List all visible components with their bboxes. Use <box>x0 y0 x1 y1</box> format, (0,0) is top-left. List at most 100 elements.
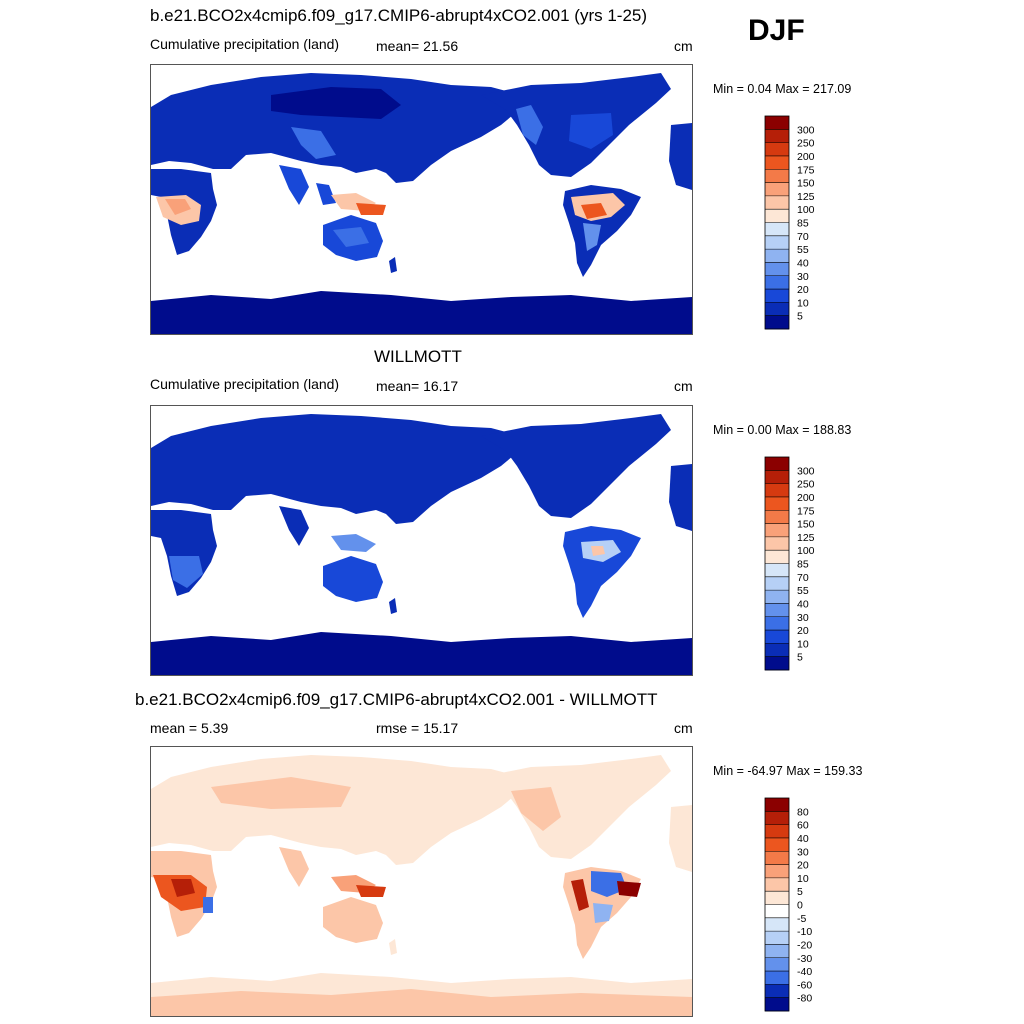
season-label: DJF <box>748 14 805 47</box>
panel-1-map <box>150 64 693 335</box>
colorbar-swatch <box>765 315 789 330</box>
colorbar-tick-label: 250 <box>797 138 815 150</box>
colorbar-tick-label: 0 <box>797 900 803 912</box>
colorbar-swatch <box>765 630 789 644</box>
colorbar-tick-label: 10 <box>797 297 809 309</box>
colorbar-swatch <box>765 222 789 237</box>
colorbar-tick-label: -20 <box>797 939 812 951</box>
colorbar-tick-label: 85 <box>797 559 809 571</box>
colorbar-swatch <box>765 496 789 511</box>
panel-1-map-svg <box>151 73 692 334</box>
panel-3-minmax: Min = -64.97 Max = 159.33 <box>713 764 863 778</box>
colorbar-swatch <box>765 289 789 303</box>
colorbar-swatch <box>765 877 789 892</box>
colorbar-swatch <box>765 824 789 839</box>
colorbar-swatch <box>765 483 789 498</box>
colorbar-swatch <box>765 576 789 591</box>
colorbar-swatch <box>765 262 789 277</box>
panel-2-title: WILLMOTT <box>374 347 462 366</box>
colorbar-swatch <box>765 129 789 144</box>
colorbar-swatch <box>765 864 789 879</box>
colorbar-tick-label: 55 <box>797 244 809 256</box>
colorbar-tick-label: 175 <box>797 164 815 176</box>
colorbar-swatch <box>765 957 789 972</box>
colorbar-tick-label: 5 <box>797 886 803 898</box>
panel-1-mean: mean= 21.56 <box>376 38 459 54</box>
colorbar-swatch <box>765 984 789 999</box>
colorbar-swatch <box>765 155 789 170</box>
colorbar-tick-label: 10 <box>797 638 809 650</box>
colorbar-swatch <box>765 971 789 985</box>
colorbar-tick-label: 30 <box>797 612 809 624</box>
colorbar-tick-label: -80 <box>797 993 812 1005</box>
colorbar-swatch <box>765 182 789 197</box>
panel-2-variable-label: Cumulative precipitation (land) <box>150 376 340 392</box>
colorbar-tick-label: -60 <box>797 979 812 991</box>
panel-2-units: cm <box>674 378 693 394</box>
colorbar-swatch <box>765 523 789 538</box>
colorbar-swatch <box>765 851 789 865</box>
colorbar-tick-label: 150 <box>797 178 815 190</box>
colorbar-swatch <box>765 811 789 826</box>
colorbar-tick-label: 5 <box>797 652 803 664</box>
colorbar-swatch <box>765 302 789 317</box>
panel-3-rmse: rmse = 15.17 <box>376 720 459 736</box>
colorbar-tick-label: 55 <box>797 585 809 597</box>
panel-3-title: b.e21.BCO2x4cmip6.f09_g17.CMIP6-abrupt4x… <box>135 690 658 709</box>
colorbar-swatch <box>765 116 789 130</box>
colorbar-tick-label: 300 <box>797 465 815 477</box>
colorbar-swatch <box>765 235 789 250</box>
colorbar-tick-label: 5 <box>797 311 803 323</box>
colorbar-swatch <box>765 944 789 959</box>
colorbar-tick-label: 250 <box>797 479 815 491</box>
colorbar-tick-label: 20 <box>797 284 809 296</box>
colorbar-swatch <box>765 563 789 578</box>
colorbar-tick-label: -5 <box>797 913 806 925</box>
colorbar-tick-label: 175 <box>797 505 815 517</box>
colorbar-tick-label: 10 <box>797 873 809 885</box>
colorbar-tick-label: 40 <box>797 833 809 845</box>
colorbar-tick-label: 80 <box>797 806 809 818</box>
panel-2-land <box>151 414 692 675</box>
colorbar-tick-label: 20 <box>797 625 809 637</box>
panel-1-minmax: Min = 0.04 Max = 217.09 <box>713 82 852 96</box>
colorbar-swatch <box>765 195 789 210</box>
colorbar-tick-label: 150 <box>797 519 815 531</box>
panel-3-land <box>151 755 692 1016</box>
colorbar-tick-label: 125 <box>797 191 815 203</box>
panel-2-mean: mean= 16.17 <box>376 378 459 394</box>
colorbar-swatch <box>765 249 789 263</box>
colorbar-tick-label: 100 <box>797 545 815 557</box>
panel-3-map-svg <box>151 755 692 1016</box>
colorbar-swatch <box>765 590 789 604</box>
colorbar-swatch <box>765 142 789 157</box>
panel-1-title: b.e21.BCO2x4cmip6.f09_g17.CMIP6-abrupt4x… <box>150 6 648 25</box>
colorbar-tick-label: 200 <box>797 151 815 163</box>
colorbar-swatch <box>765 457 789 471</box>
colorbar-tick-label: 300 <box>797 124 815 136</box>
colorbar-tick-label: 70 <box>797 231 809 243</box>
colorbar-swatch <box>765 931 789 945</box>
colorbar-swatch <box>765 616 789 631</box>
colorbar-tick-label: -10 <box>797 926 812 938</box>
colorbar-tick-label: 20 <box>797 860 809 872</box>
colorbar-tick-label: -30 <box>797 953 812 965</box>
panel-1-units: cm <box>674 38 693 54</box>
colorbar-swatch <box>765 891 789 905</box>
colorbar-swatch <box>765 550 789 564</box>
colorbar-swatch <box>765 470 789 485</box>
colorbar-tick-label: 100 <box>797 204 815 216</box>
colorbar-swatch <box>765 837 789 852</box>
colorbar-swatch <box>765 656 789 671</box>
colorbar-swatch <box>765 643 789 658</box>
colorbar-tick-label: 85 <box>797 218 809 230</box>
colorbar-swatch <box>765 798 789 812</box>
colorbar-swatch <box>765 169 789 183</box>
colorbar-tick-label: 70 <box>797 572 809 584</box>
colorbar-tick-label: 60 <box>797 820 809 832</box>
panel-3-units: cm <box>674 720 693 736</box>
colorbar-swatch <box>765 603 789 618</box>
